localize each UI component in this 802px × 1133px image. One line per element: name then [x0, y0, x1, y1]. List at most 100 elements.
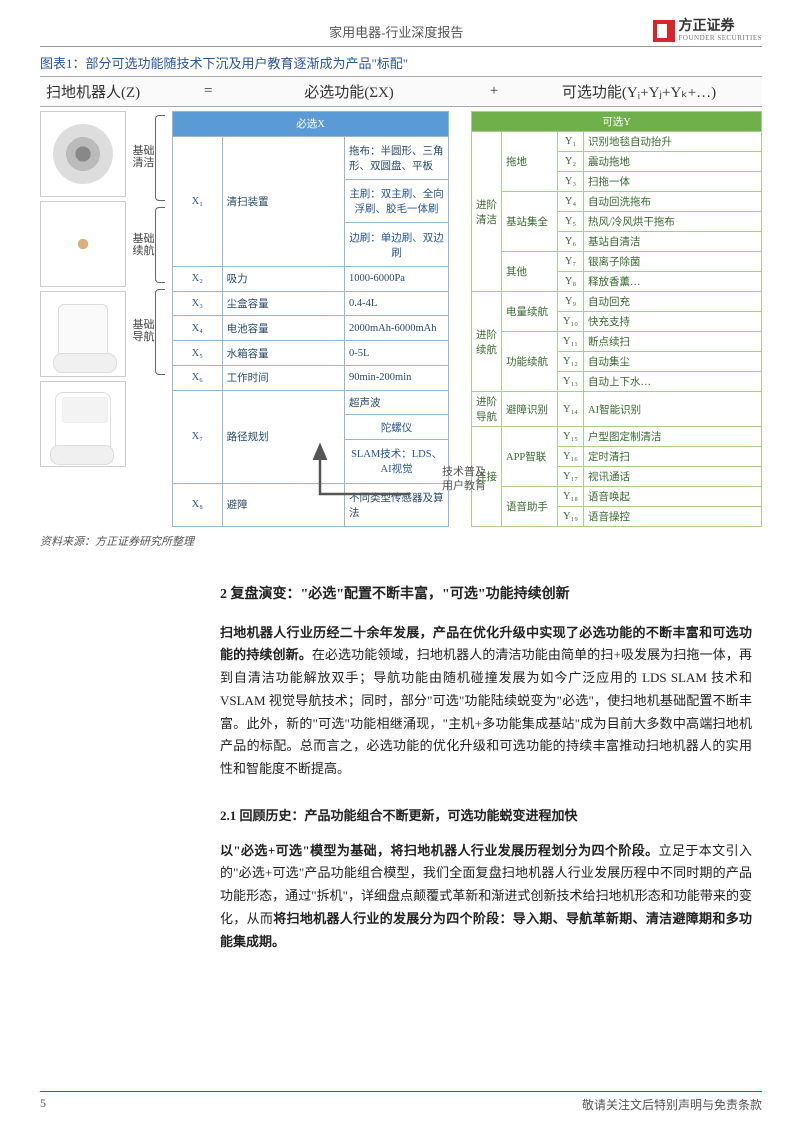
- opt-detail: 基站自清洁: [584, 232, 762, 252]
- req-detail: 拖布：半圆形、三角形、双圆盘、平板: [344, 136, 448, 179]
- req-detail: 2000mAh-6000mAh: [344, 316, 448, 341]
- opt-group2: 基站集全: [502, 192, 558, 252]
- opt-detail: 银离子除菌: [584, 252, 762, 272]
- req-code: X₄: [172, 316, 222, 341]
- opt-code: Y₆: [558, 232, 584, 252]
- diagram: 基础 清洁 基础 续航 基础 导航 必选X X₁清扫装置拖布：半圆形、三角形、双…: [40, 111, 762, 527]
- opt-code: Y₁₆: [558, 447, 584, 467]
- logo-icon: [653, 20, 675, 42]
- opt-group2: 其他: [502, 252, 558, 292]
- req-detail: 主刷：双主刷、全向浮刷、胶毛一体刷: [344, 180, 448, 223]
- opt-detail: 语音唤起: [584, 487, 762, 507]
- formula-plus: +: [474, 83, 514, 100]
- arrow-area: 技术普及 用户教育: [300, 439, 520, 499]
- req-name: 电池容量: [222, 316, 344, 341]
- brace-label-3: 基础 导航: [131, 319, 157, 343]
- opt-group1: 进阶 续航: [472, 292, 502, 392]
- brace-column: 基础 清洁 基础 续航 基础 导航: [133, 111, 166, 527]
- opt-detail: 自动回充: [584, 292, 762, 312]
- product-image-1: [40, 111, 126, 197]
- req-name: 水箱容量: [222, 341, 344, 366]
- req-code: X₇: [172, 390, 222, 483]
- formula-bar: 扫地机器人(Z) = 必选功能(ΣX) + 可选功能(Yᵢ+Yⱼ+Yₖ+…): [40, 76, 762, 107]
- source-note: 资料来源：方正证券研究所整理: [40, 533, 762, 549]
- opt-code: Y₉: [558, 292, 584, 312]
- opt-detail: 自动集尘: [584, 352, 762, 372]
- opt-detail: 震动拖地: [584, 152, 762, 172]
- opt-code: Y₁₀: [558, 312, 584, 332]
- req-code: X₆: [172, 365, 222, 390]
- opt-code: Y₁₉: [558, 507, 584, 527]
- opt-detail: 释放香薰…: [584, 272, 762, 292]
- opt-code: Y₁₈: [558, 487, 584, 507]
- figure-caption: 图表1：部分可选功能随技术下沉及用户教育逐渐成为产品"标配": [40, 53, 762, 72]
- formula-lhs: 扫地机器人(Z): [46, 81, 196, 102]
- req-code: X₂: [172, 266, 222, 291]
- opt-detail: 户型图定制清洁: [584, 427, 762, 447]
- req-detail: 边刷：单边刷、双边刷: [344, 223, 448, 266]
- formula-eq: =: [204, 83, 224, 100]
- opt-code: Y₁₄: [558, 392, 584, 427]
- product-image-2: [40, 201, 126, 287]
- opt-detail: 识别地毯自动抬升: [584, 132, 762, 152]
- req-code: X₁: [172, 136, 222, 266]
- req-code: X₅: [172, 341, 222, 366]
- opt-code: Y₂: [558, 152, 584, 172]
- section-heading-2: 2 复盘演变："必选"配置不断丰富，"可选"功能持续创新: [220, 583, 752, 608]
- paragraph-2: 以"必选+可选"模型为基础，将扫地机器人行业发展历程划分为四个阶段。立足于本文引…: [220, 840, 752, 954]
- table-required-header: 必选X: [172, 112, 448, 137]
- req-detail: 0-5L: [344, 341, 448, 366]
- opt-code: Y₁₅: [558, 427, 584, 447]
- footer-disclaimer: 敬请关注文后特别声明与免责条款: [582, 1096, 762, 1113]
- header-title: 家用电器-行业深度报告: [140, 22, 653, 41]
- opt-code: Y₅: [558, 212, 584, 232]
- brace-label-1: 基础 清洁: [131, 145, 157, 169]
- opt-detail: AI智能识别: [584, 392, 762, 427]
- req-detail: 1000-6000Pa: [344, 266, 448, 291]
- opt-code: Y₁₃: [558, 372, 584, 392]
- brace-label-2: 基础 续航: [131, 233, 157, 257]
- req-code: X₈: [172, 483, 222, 526]
- opt-code: Y₁₂: [558, 352, 584, 372]
- page-header: 家用电器-行业深度报告 方正证券 FOUNDER SECURITIES: [40, 20, 762, 47]
- opt-detail: 视讯通话: [584, 467, 762, 487]
- formula-mid: 必选功能(ΣX): [232, 81, 466, 102]
- req-detail: 0.4-4L: [344, 291, 448, 316]
- opt-group2: 电量续航: [502, 292, 558, 332]
- req-code: X₃: [172, 291, 222, 316]
- product-image-4: [40, 381, 126, 467]
- table-optional-header: 可选Y: [472, 112, 762, 132]
- opt-code: Y₁: [558, 132, 584, 152]
- arrow-icon: [300, 439, 520, 499]
- product-image-3: [40, 291, 126, 377]
- logo: 方正证券 FOUNDER SECURITIES: [653, 20, 762, 42]
- arrow-label: 技术普及 用户教育: [442, 465, 486, 494]
- opt-group2: 避障识别: [502, 392, 558, 427]
- logo-subtext: FOUNDER SECURITIES: [679, 34, 762, 42]
- formula-rhs: 可选功能(Yᵢ+Yⱼ+Yₖ+…): [522, 81, 756, 102]
- page-number: 5: [40, 1096, 46, 1113]
- req-detail: 90min-200min: [344, 365, 448, 390]
- product-column: [40, 111, 127, 527]
- opt-group1: 进阶 清洁: [472, 132, 502, 292]
- opt-code: Y₈: [558, 272, 584, 292]
- opt-code: Y₁₁: [558, 332, 584, 352]
- opt-detail: 自动回洗拖布: [584, 192, 762, 212]
- opt-detail: 定时清扫: [584, 447, 762, 467]
- opt-code: Y₇: [558, 252, 584, 272]
- opt-group2: 功能续航: [502, 332, 558, 392]
- logo-text: 方正证券: [679, 20, 762, 34]
- req-detail: 超声波: [344, 390, 448, 415]
- opt-detail: 热风/冷风烘干拖布: [584, 212, 762, 232]
- req-name: 清扫装置: [222, 136, 344, 266]
- opt-group2: 拖地: [502, 132, 558, 192]
- opt-code: Y₄: [558, 192, 584, 212]
- paragraph-1: 扫地机器人行业历经二十余年发展，产品在优化升级中实现了必选功能的不断丰富和可选功…: [220, 622, 752, 781]
- req-name: 工作时间: [222, 365, 344, 390]
- opt-code: Y₃: [558, 172, 584, 192]
- opt-detail: 语音操控: [584, 507, 762, 527]
- page-footer: 5 敬请关注文后特别声明与免责条款: [40, 1091, 762, 1113]
- opt-group1: 进阶 导航: [472, 392, 502, 427]
- opt-detail: 扫拖一体: [584, 172, 762, 192]
- opt-detail: 自动上下水…: [584, 372, 762, 392]
